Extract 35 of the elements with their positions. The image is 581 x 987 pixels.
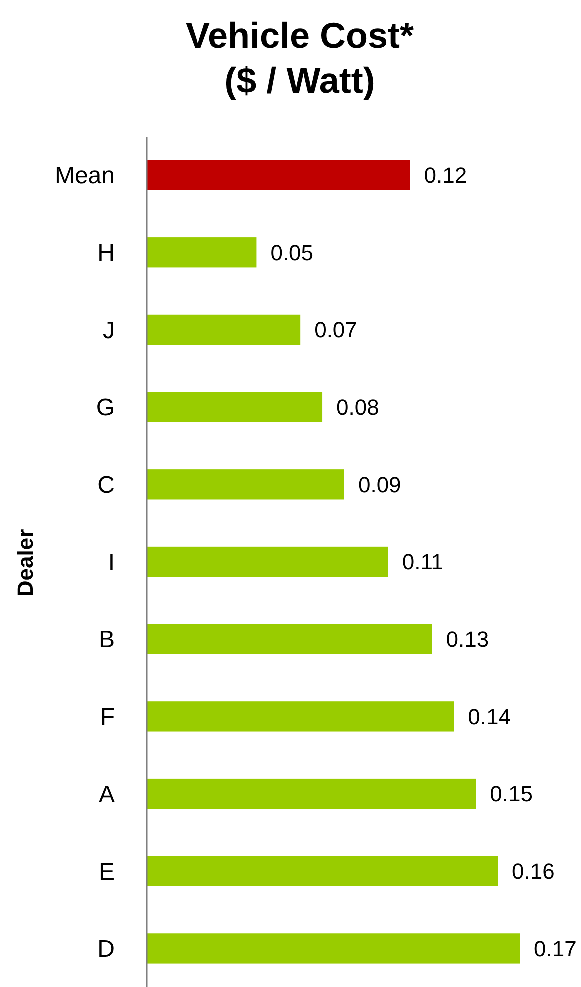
bar — [147, 778, 476, 810]
bar — [147, 470, 344, 500]
data-label: 0.12 — [424, 162, 468, 188]
y-axis-title: Dealer — [13, 528, 38, 597]
data-label: 0.08 — [336, 395, 380, 420]
bar — [147, 702, 454, 732]
y-tick-label: F — [100, 704, 115, 732]
bar — [147, 934, 520, 964]
bar — [147, 160, 410, 190]
bar — [147, 624, 432, 654]
y-tick-label: H — [98, 240, 115, 268]
bar — [147, 856, 498, 886]
y-tick-label: J — [103, 317, 115, 344]
data-label: 0.13 — [446, 627, 490, 652]
data-label: 0.17 — [534, 936, 577, 962]
y-tick-label: G — [96, 394, 115, 422]
y-tick-label: C — [98, 472, 115, 500]
data-label: 0.09 — [358, 472, 402, 498]
y-tick-label: I — [108, 549, 115, 576]
y-tick-label: D — [98, 936, 115, 964]
y-tick-label: A — [98, 781, 115, 808]
bar — [147, 314, 301, 346]
bar — [147, 392, 323, 422]
chart-title: Vehicle Cost* ($ / Watt) — [186, 15, 414, 101]
data-label: 0.15 — [490, 782, 533, 807]
bar — [147, 546, 388, 578]
bar — [147, 238, 257, 268]
data-label: 0.16 — [512, 859, 555, 884]
y-tick-label: B — [98, 626, 115, 654]
data-label: 0.11 — [402, 550, 444, 575]
data-label: 0.14 — [468, 704, 512, 730]
y-tick-label: E — [98, 858, 115, 886]
y-tick-label: Mean — [54, 162, 115, 190]
data-label: 0.05 — [270, 240, 314, 266]
data-label: 0.07 — [314, 318, 358, 343]
